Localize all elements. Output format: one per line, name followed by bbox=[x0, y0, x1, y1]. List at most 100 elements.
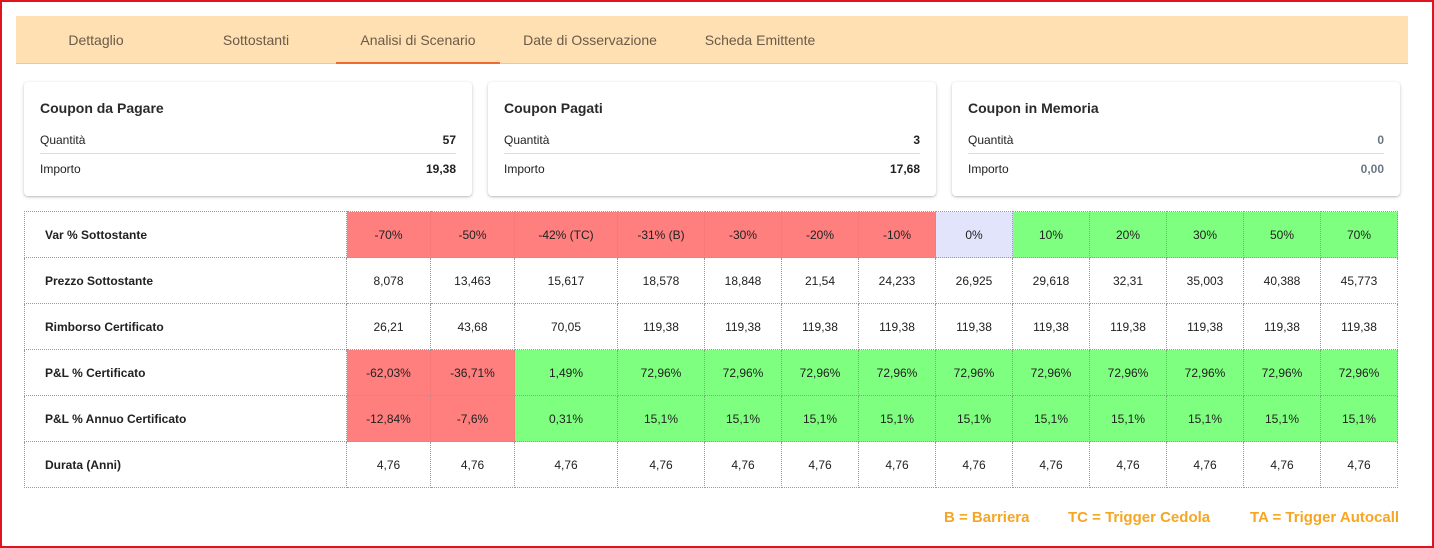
table-cell: 72,96% bbox=[1012, 349, 1090, 396]
card-coupon-in-memoria: Coupon in Memoria Quantità 0 Importo 0,0… bbox=[952, 82, 1400, 196]
table-cell: 4,76 bbox=[1089, 441, 1167, 488]
card-title: Coupon da Pagare bbox=[40, 100, 164, 116]
table-cell: 119,38 bbox=[617, 303, 705, 350]
row-header: Rimborso Certificato bbox=[24, 303, 347, 350]
table-cell: 8,078 bbox=[346, 257, 431, 304]
legend-trigger-cedola: TC = Trigger Cedola bbox=[1068, 509, 1211, 526]
table-cell: 15,1% bbox=[781, 395, 859, 442]
table-cell: -30% bbox=[704, 211, 782, 258]
legend-trigger-autocall: TA = Trigger Autocall bbox=[1250, 509, 1400, 526]
card-row-importo: Importo 0,00 bbox=[968, 155, 1384, 183]
table-cell: 24,233 bbox=[858, 257, 936, 304]
row-value: 0 bbox=[1377, 132, 1384, 147]
tab-sottostanti[interactable]: Sottostanti bbox=[222, 32, 290, 48]
table-cell: 4,76 bbox=[935, 441, 1013, 488]
table-cell: 119,38 bbox=[1089, 303, 1167, 350]
table-cell: -12,84% bbox=[346, 395, 431, 442]
table-cell: 4,76 bbox=[858, 441, 936, 488]
row-header: P&L % Annuo Certificato bbox=[24, 395, 347, 442]
table-cell: 4,76 bbox=[346, 441, 431, 488]
table-cell: 15,617 bbox=[514, 257, 618, 304]
table-cell: 4,76 bbox=[1166, 441, 1244, 488]
tab-date-di-osservazione[interactable]: Date di Osservazione bbox=[523, 32, 657, 48]
table-cell: 72,96% bbox=[935, 349, 1013, 396]
tab-scheda-emittente[interactable]: Scheda Emittente bbox=[704, 32, 816, 48]
table-cell: 4,76 bbox=[1012, 441, 1090, 488]
table-cell: 15,1% bbox=[704, 395, 782, 442]
table-cell: 0% bbox=[935, 211, 1013, 258]
table-cell: 30% bbox=[1166, 211, 1244, 258]
table-cell: 119,38 bbox=[935, 303, 1013, 350]
table-cell: 72,96% bbox=[617, 349, 705, 396]
card-row-quantita: Quantità 57 bbox=[40, 126, 456, 154]
card-row-importo: Importo 19,38 bbox=[40, 155, 456, 183]
table-cell: 4,76 bbox=[1243, 441, 1321, 488]
table-cell: -31% (B) bbox=[617, 211, 705, 258]
table-cell: -7,6% bbox=[430, 395, 515, 442]
table-cell: -10% bbox=[858, 211, 936, 258]
table-cell: 119,38 bbox=[1243, 303, 1321, 350]
table-cell: 72,96% bbox=[1243, 349, 1321, 396]
tab-bar: Dettaglio Sottostanti Analisi di Scenari… bbox=[16, 16, 1408, 64]
table-cell: 119,38 bbox=[1012, 303, 1090, 350]
row-header: Durata (Anni) bbox=[24, 441, 347, 488]
table-row: Rimborso Certificato 26,21 43,68 70,05 119,3… bbox=[24, 303, 1398, 350]
table-cell: 15,1% bbox=[1320, 395, 1398, 442]
table-cell: 13,463 bbox=[430, 257, 515, 304]
card-title: Coupon Pagati bbox=[504, 100, 603, 116]
table-cell: 72,96% bbox=[1089, 349, 1167, 396]
table-cell: 15,1% bbox=[1243, 395, 1321, 442]
table-cell: 26,21 bbox=[346, 303, 431, 350]
row-header: Var % Sottostante bbox=[24, 211, 347, 258]
table-cell: 72,96% bbox=[1166, 349, 1244, 396]
table-cell: -50% bbox=[430, 211, 515, 258]
row-label: Importo bbox=[504, 162, 545, 176]
card-title: Coupon in Memoria bbox=[968, 100, 1099, 116]
row-value: 19,38 bbox=[425, 162, 456, 176]
table-cell: 1,49% bbox=[514, 349, 618, 396]
table-row: Var % Sottostante -70% -50% -42% (TC) -31% (… bbox=[24, 211, 1398, 258]
row-value: 0,00 bbox=[1360, 162, 1384, 176]
table-cell: 29,618 bbox=[1012, 257, 1090, 304]
row-header: P&L % Certificato bbox=[24, 349, 347, 396]
table-cell: 70,05 bbox=[514, 303, 618, 350]
table-cell: 4,76 bbox=[430, 441, 515, 488]
table-cell: -70% bbox=[346, 211, 431, 258]
tab-dettaglio[interactable]: Dettaglio bbox=[68, 32, 124, 48]
table-cell: 18,578 bbox=[617, 257, 705, 304]
table-cell: 15,1% bbox=[858, 395, 936, 442]
table-cell: 72,96% bbox=[858, 349, 936, 396]
table-cell: 4,76 bbox=[781, 441, 859, 488]
table-row: P&L % Certificato -62,03% -36,71% 1,49% 72,9… bbox=[24, 349, 1398, 396]
table-cell: -62,03% bbox=[346, 349, 431, 396]
table-cell: 40,388 bbox=[1243, 257, 1321, 304]
table-cell: 70% bbox=[1320, 211, 1398, 258]
row-value: 17,68 bbox=[889, 162, 920, 176]
row-label: Importo bbox=[968, 162, 1009, 176]
table-cell: 20% bbox=[1089, 211, 1167, 258]
table-cell: 119,38 bbox=[1320, 303, 1398, 350]
table-cell: 15,1% bbox=[935, 395, 1013, 442]
table-cell: 35,003 bbox=[1166, 257, 1244, 304]
table-cell: 45,773 bbox=[1320, 257, 1398, 304]
tab-analisi-di-scenario[interactable]: Analisi di Scenario bbox=[336, 16, 500, 64]
table-cell: 15,1% bbox=[617, 395, 705, 442]
row-label: Importo bbox=[40, 162, 81, 176]
row-label: Quantità bbox=[968, 132, 1014, 147]
table-cell: 72,96% bbox=[781, 349, 859, 396]
table-cell: 21,54 bbox=[781, 257, 859, 304]
row-value: 3 bbox=[913, 132, 920, 147]
table-cell: -36,71% bbox=[430, 349, 515, 396]
table-cell: -20% bbox=[781, 211, 859, 258]
table-cell: 32,31 bbox=[1089, 257, 1167, 304]
table-cell: 0,31% bbox=[514, 395, 618, 442]
table-cell: 43,68 bbox=[430, 303, 515, 350]
table-cell: 72,96% bbox=[1320, 349, 1398, 396]
row-label: Quantità bbox=[504, 132, 550, 147]
table-cell: 119,38 bbox=[781, 303, 859, 350]
legend-barriera: B = Barriera bbox=[944, 509, 1030, 526]
table-cell: 10% bbox=[1012, 211, 1090, 258]
table-cell: 15,1% bbox=[1012, 395, 1090, 442]
table-cell: 72,96% bbox=[704, 349, 782, 396]
